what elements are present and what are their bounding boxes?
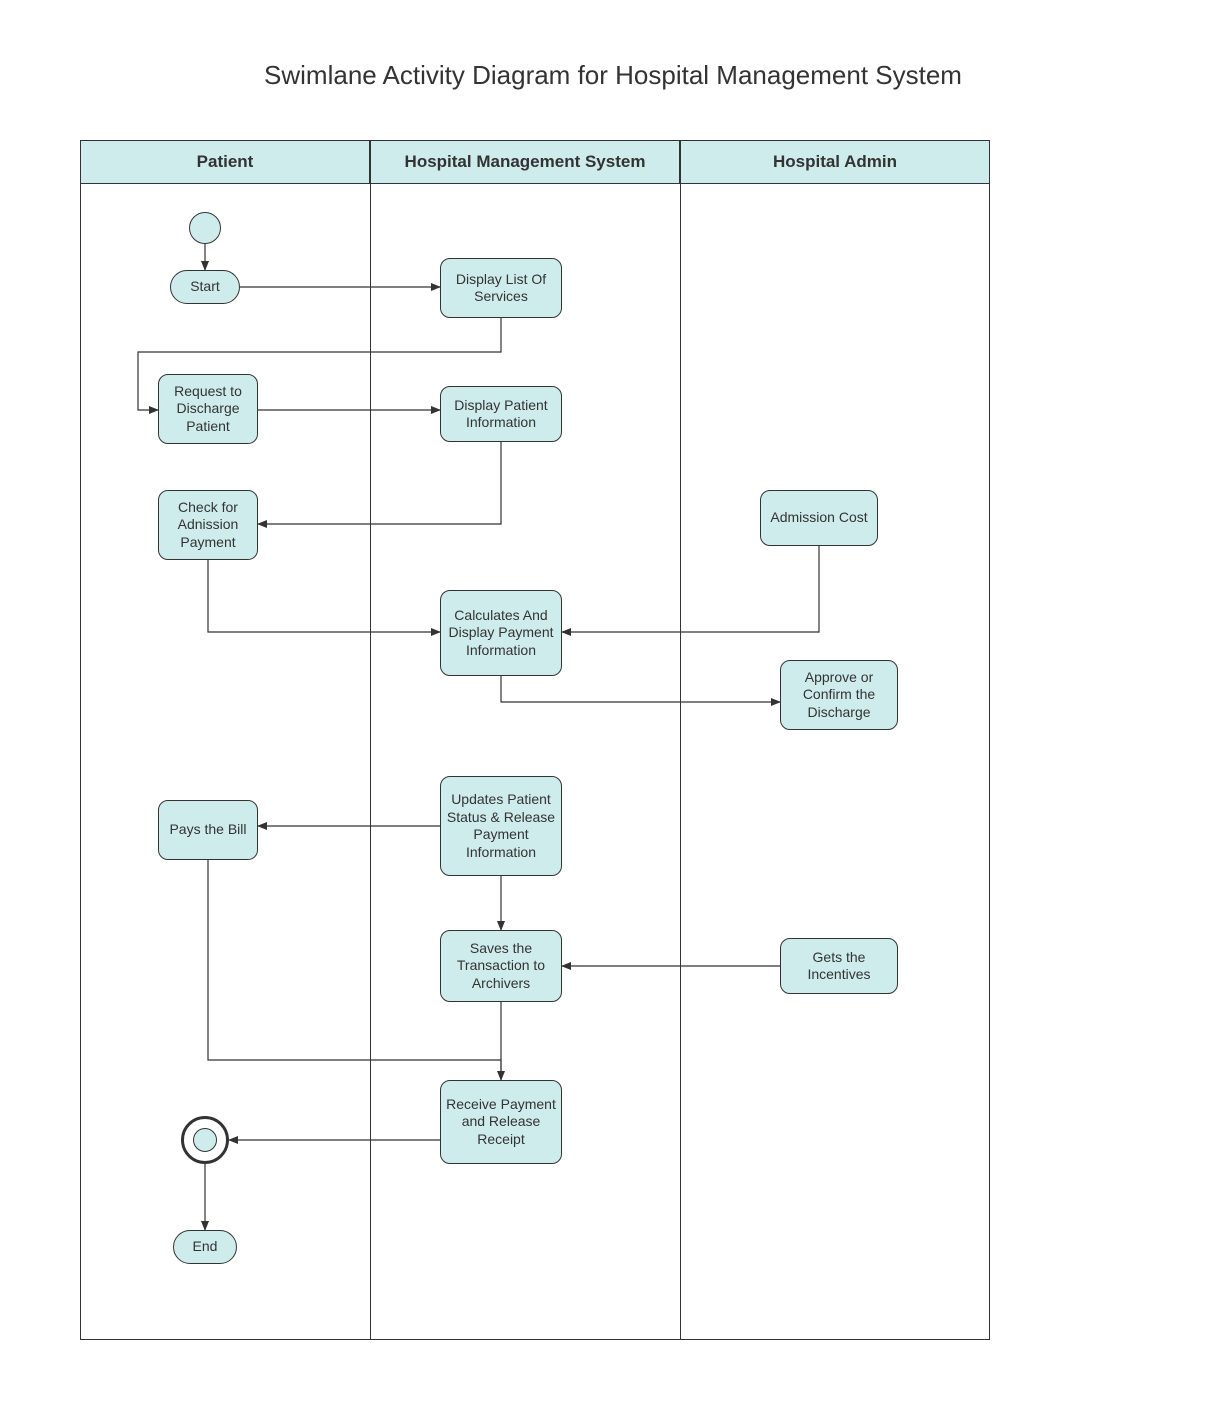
node-label: Calculates And Display Payment Informati… <box>445 607 557 660</box>
node-label: End <box>193 1238 218 1256</box>
activity-gets-incentives: Gets the Incentives <box>780 938 898 994</box>
lane-divider-1 <box>370 184 371 1340</box>
node-label: Admission Cost <box>770 509 867 527</box>
activity-pays-bill: Pays the Bill <box>158 800 258 860</box>
node-label: Display Patient Information <box>445 397 557 432</box>
node-label: Saves the Transaction to Archivers <box>445 940 557 993</box>
node-label: Display List Of Services <box>445 271 557 306</box>
lane-header-hms: Hospital Management System <box>370 140 680 184</box>
lane-label: Hospital Management System <box>405 152 646 172</box>
node-label: Receive Payment and Release Receipt <box>445 1096 557 1149</box>
activity-updates-status: Updates Patient Status & Release Payment… <box>440 776 562 876</box>
final-node-inner-circle <box>193 1128 217 1152</box>
lane-label: Patient <box>197 152 254 172</box>
activity-calc-display: Calculates And Display Payment Informati… <box>440 590 562 676</box>
node-label: Approve or Confirm the Discharge <box>785 669 893 722</box>
start-node: Start <box>170 270 240 304</box>
activity-display-services: Display List Of Services <box>440 258 562 318</box>
diagram-title: Swimlane Activity Diagram for Hospital M… <box>0 60 1226 91</box>
node-label: Gets the Incentives <box>785 949 893 984</box>
activity-receive-payment: Receive Payment and Release Receipt <box>440 1080 562 1164</box>
diagram-canvas: Swimlane Activity Diagram for Hospital M… <box>0 0 1226 1424</box>
node-label: Pays the Bill <box>169 821 246 839</box>
activity-saves-transaction: Saves the Transaction to Archivers <box>440 930 562 1002</box>
node-label: Check for Adnission Payment <box>163 499 253 552</box>
node-label: Request to Discharge Patient <box>163 383 253 436</box>
activity-display-patient-info: Display Patient Information <box>440 386 562 442</box>
activity-request-discharge: Request to Discharge Patient <box>158 374 258 444</box>
activity-admission-cost: Admission Cost <box>760 490 878 546</box>
node-label: Start <box>190 278 220 296</box>
lane-header-patient: Patient <box>80 140 370 184</box>
initial-node-circle <box>189 212 221 244</box>
lane-header-admin: Hospital Admin <box>680 140 990 184</box>
activity-approve-discharge: Approve or Confirm the Discharge <box>780 660 898 730</box>
lane-divider-2 <box>680 184 681 1340</box>
activity-check-payment: Check for Adnission Payment <box>158 490 258 560</box>
node-label: Updates Patient Status & Release Payment… <box>445 791 557 861</box>
end-node: End <box>173 1230 237 1264</box>
lane-label: Hospital Admin <box>773 152 897 172</box>
